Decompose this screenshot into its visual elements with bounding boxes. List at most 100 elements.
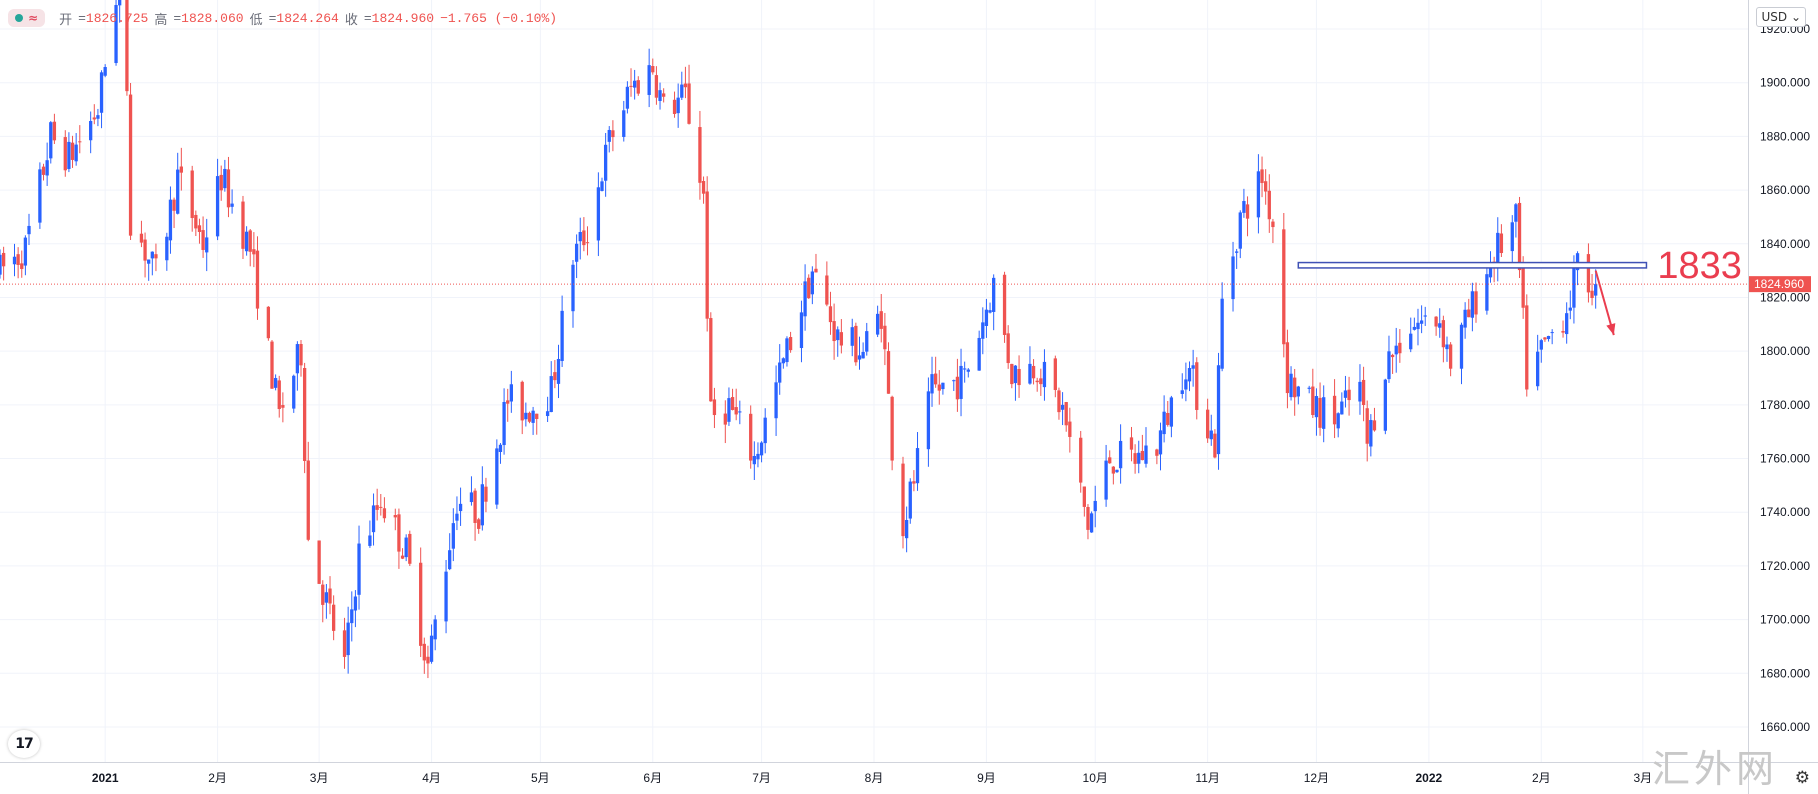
- candle-body: [1419, 320, 1424, 324]
- candle-body: [578, 232, 582, 242]
- candle-body: [759, 442, 764, 456]
- candle-body: [1184, 379, 1188, 390]
- candle-body: [324, 592, 329, 603]
- candle-body: [219, 174, 223, 191]
- candle-body: [1104, 460, 1108, 500]
- candle-body: [915, 448, 920, 484]
- candle-body: [201, 230, 205, 250]
- candle-body: [774, 382, 778, 419]
- candle-body: [448, 550, 452, 570]
- candle-body: [1068, 421, 1072, 437]
- candle-body: [988, 310, 992, 313]
- candle-body: [683, 83, 688, 88]
- x-tick-label: 12月: [1304, 771, 1329, 785]
- candle-body: [1434, 316, 1438, 327]
- y-tick-label: 1760.000: [1760, 452, 1810, 466]
- candle-body: [1296, 386, 1300, 397]
- x-tick-label: 8月: [865, 771, 884, 785]
- candle-body: [306, 460, 310, 540]
- candle-body: [734, 407, 738, 415]
- candle-body: [168, 199, 173, 241]
- candle-body: [1441, 320, 1446, 348]
- candle-body: [984, 309, 989, 326]
- candle-body: [1155, 449, 1159, 456]
- candle-body: [857, 355, 862, 360]
- candle-body: [321, 584, 325, 605]
- candle-body: [854, 325, 858, 363]
- candle-body: [1521, 267, 1525, 308]
- low-value: 1824.264: [276, 10, 339, 26]
- candle-body: [930, 374, 934, 394]
- candle-body: [756, 453, 760, 460]
- candle-body: [1231, 256, 1235, 300]
- candle-body: [502, 401, 506, 446]
- candle-body: [545, 411, 550, 417]
- candle-body: [861, 351, 865, 359]
- candle-body: [230, 203, 234, 207]
- candle-body: [480, 484, 484, 526]
- open-label: 开: [59, 12, 73, 28]
- candle-body: [1372, 420, 1377, 431]
- candle-body: [738, 411, 742, 413]
- candle-body: [23, 237, 28, 266]
- candle-body: [1336, 413, 1340, 429]
- tradingview-logo-icon[interactable]: 17: [8, 730, 40, 758]
- candle-body: [255, 250, 260, 309]
- candle-body: [1035, 380, 1039, 383]
- candle-body: [118, 0, 122, 6]
- candle-body: [934, 373, 938, 385]
- y-tick-label: 1860.000: [1760, 183, 1810, 197]
- x-tick-label: 11月: [1195, 771, 1219, 785]
- candle-body: [357, 543, 361, 595]
- currency-selector[interactable]: USD ⌄: [1756, 7, 1806, 27]
- candle-body: [0, 254, 2, 275]
- candle-body: [1488, 265, 1493, 278]
- candle-body: [139, 233, 144, 243]
- high-label: 高: [154, 12, 168, 28]
- candle-body: [1282, 229, 1286, 345]
- candle-body: [799, 312, 804, 349]
- candle-body: [1180, 390, 1184, 394]
- candle-body: [429, 635, 434, 662]
- symbol-pill[interactable]: ≈: [8, 9, 46, 27]
- candle-body: [698, 127, 702, 183]
- candle-body: [1093, 500, 1097, 512]
- candle-body: [1, 252, 6, 267]
- candle-body: [1006, 333, 1010, 364]
- candle-body: [1057, 390, 1061, 413]
- candle-body: [520, 381, 524, 421]
- candle-body: [1187, 368, 1192, 382]
- candle-body: [1205, 409, 1210, 439]
- candle-body: [549, 376, 553, 413]
- candle-body: [1166, 412, 1170, 425]
- candle-body: [52, 121, 57, 141]
- candle-body: [451, 523, 455, 549]
- candle-body: [1568, 307, 1572, 311]
- gear-icon[interactable]: ⚙: [1794, 768, 1810, 788]
- candle-body: [1140, 450, 1145, 461]
- candle-body: [458, 503, 463, 512]
- candle-body: [1271, 221, 1275, 228]
- y-tick-label: 1700.000: [1760, 613, 1810, 627]
- candle-body: [143, 239, 147, 261]
- candle-body: [904, 520, 909, 539]
- candle-body: [252, 249, 256, 255]
- candle-body: [658, 90, 662, 101]
- candle-body: [150, 251, 154, 259]
- candle-body: [292, 375, 296, 409]
- candle-body: [527, 412, 532, 422]
- candle-body: [1510, 222, 1514, 252]
- candle-body: [114, 5, 118, 64]
- candle-body: [803, 281, 807, 317]
- candle-body: [103, 67, 107, 76]
- candle-body: [426, 656, 430, 664]
- candle-body: [850, 327, 854, 346]
- candle-body: [397, 514, 401, 552]
- candle-body: [277, 380, 281, 410]
- candle-body: [368, 535, 372, 546]
- candle-body: [763, 417, 767, 444]
- candle-body: [1129, 437, 1134, 450]
- candle-body: [1590, 290, 1594, 298]
